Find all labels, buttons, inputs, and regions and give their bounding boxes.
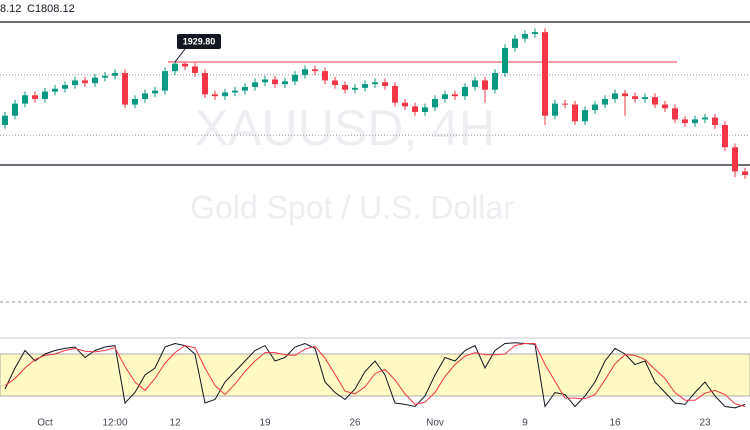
candle-body	[542, 32, 548, 116]
candle-body	[732, 147, 738, 172]
osc-line	[4, 342, 746, 409]
candle-body	[342, 85, 348, 90]
candle-body	[642, 97, 648, 99]
watermark-symbol: XAUUSD, 4H	[195, 100, 495, 156]
candle-body	[82, 80, 88, 84]
candle-body	[402, 102, 408, 107]
x-tick-label: Nov	[426, 418, 444, 429]
candle-body	[382, 82, 388, 86]
candle-body	[682, 119, 688, 124]
candle-body	[52, 88, 58, 92]
candle-body	[412, 106, 418, 112]
candle-body	[692, 119, 698, 124]
x-tick-label: 23	[699, 418, 711, 429]
candle-body	[72, 80, 78, 86]
candle-body	[712, 117, 718, 125]
x-tick-label: 12:00	[102, 418, 127, 429]
candle-body	[512, 38, 518, 48]
candle-body	[192, 66, 198, 73]
candle-body	[2, 115, 8, 125]
candle-body	[172, 63, 178, 72]
ohlc-close: C1808.12	[27, 3, 75, 15]
watermark-description: Gold Spot / U.S. Dollar	[190, 189, 514, 225]
candle-body	[222, 92, 228, 97]
candle-body	[622, 93, 628, 97]
candle-body	[492, 72, 498, 90]
x-tick-label: 19	[259, 418, 271, 429]
candle-body	[62, 85, 68, 89]
candle-body	[482, 80, 488, 90]
candle-body	[452, 94, 458, 97]
candle-body	[722, 124, 728, 148]
candle-body	[552, 103, 558, 116]
candle-body	[652, 97, 658, 105]
candle-body	[12, 103, 18, 116]
candle-body	[462, 86, 468, 97]
candle-body	[662, 104, 668, 109]
candle-body	[162, 71, 168, 91]
candle-body	[92, 77, 98, 84]
candle-body	[42, 91, 48, 99]
candle-body	[132, 98, 138, 105]
candle-body	[22, 95, 28, 104]
candle-body	[292, 74, 298, 82]
candle-body	[252, 82, 258, 87]
candle-body	[32, 95, 38, 99]
candle-body	[742, 171, 748, 176]
candle-body	[582, 110, 588, 122]
candle-body	[332, 80, 338, 86]
candle-body	[562, 103, 568, 105]
candle-body	[262, 79, 268, 83]
x-tick-label: 12	[169, 418, 181, 429]
x-tick-label: 26	[349, 418, 361, 429]
candle-body	[142, 93, 148, 99]
candle-body	[472, 80, 478, 87]
candle-body	[302, 69, 308, 75]
candle-body	[312, 69, 318, 72]
candle-body	[632, 96, 638, 99]
candle-body	[612, 93, 618, 99]
candle-body	[242, 86, 248, 91]
x-tick-label: Oct	[37, 418, 53, 429]
candle-body	[522, 33, 528, 39]
x-tick-label: 16	[609, 418, 621, 429]
candle-body	[152, 90, 158, 94]
callout-pointer	[174, 48, 186, 63]
candle-body	[322, 71, 328, 81]
x-tick-label: 9	[522, 418, 528, 429]
ohlc-open: 8.12	[0, 3, 21, 15]
candle-body	[362, 84, 368, 88]
candle-body	[572, 104, 578, 122]
candle-body	[202, 72, 208, 95]
candle-body	[532, 32, 538, 34]
candle-body	[422, 107, 428, 112]
candle-body	[182, 63, 188, 67]
candle-body	[432, 98, 438, 108]
candle-body	[232, 90, 238, 93]
candle-body	[672, 108, 678, 120]
candle-body	[272, 79, 278, 85]
candle-body	[502, 47, 508, 73]
candle-body	[102, 75, 108, 78]
candle-body	[392, 85, 398, 103]
candle-body	[112, 72, 118, 76]
callout-box	[177, 34, 221, 49]
candle-body	[372, 82, 378, 85]
candle-body	[702, 117, 708, 120]
candle-body	[442, 94, 448, 99]
candle-body	[592, 104, 598, 111]
candle-body	[282, 81, 288, 85]
candle-body	[212, 94, 218, 97]
callout-label: 1929.80	[183, 36, 216, 46]
candle-body	[122, 72, 128, 105]
candle-body	[602, 98, 608, 105]
osc-line	[4, 343, 746, 407]
candle-body	[352, 87, 358, 90]
